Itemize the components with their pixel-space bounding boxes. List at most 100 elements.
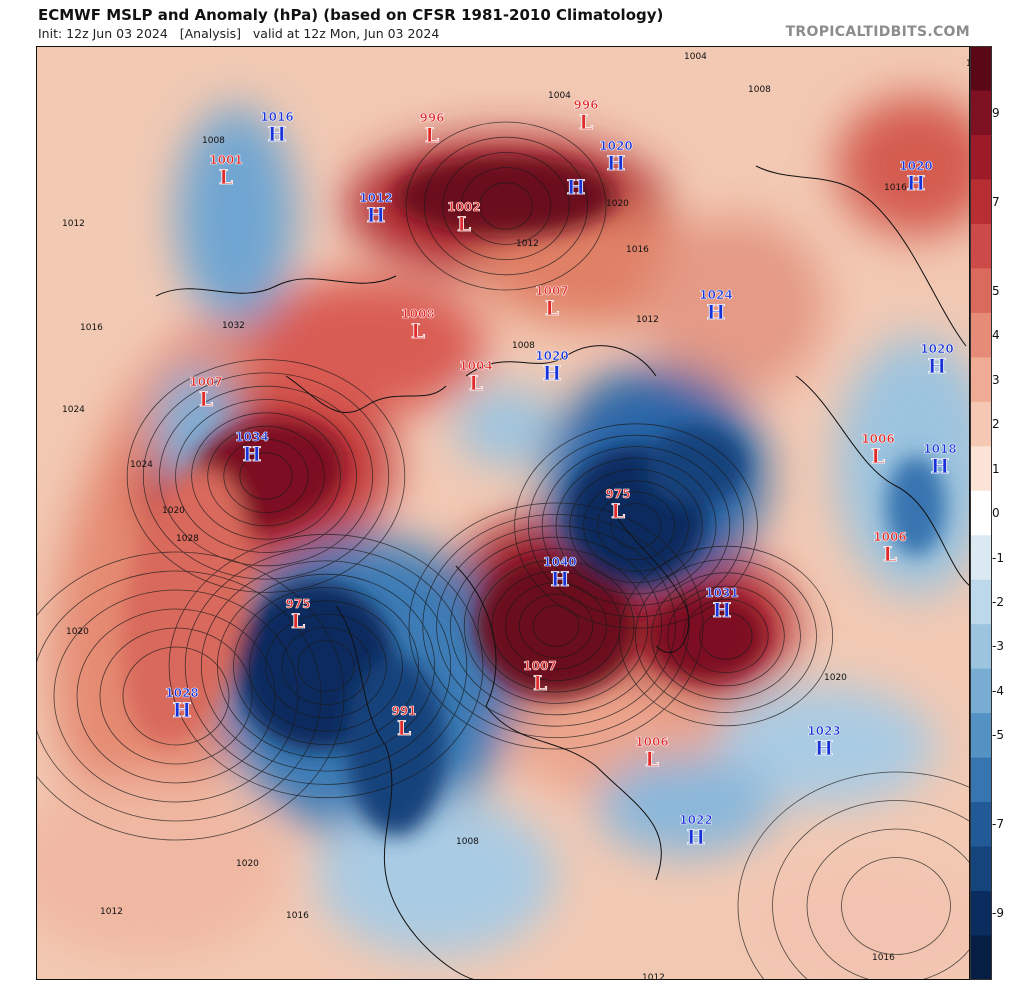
anomaly-region <box>596 756 776 856</box>
colorbar-swatch <box>970 891 992 937</box>
anomaly-region <box>836 96 970 236</box>
isobar-label: 1012 <box>516 239 539 249</box>
anomaly-region <box>646 591 766 681</box>
coastline <box>755 165 967 347</box>
low-marker: L <box>883 542 897 566</box>
pressure-value: 1022 <box>679 813 712 827</box>
pressure-value: 1001 <box>209 153 242 167</box>
isobar-label: 1012 <box>966 59 970 69</box>
isobar <box>36 570 322 822</box>
colorbar-swatch <box>970 846 992 892</box>
isobar <box>479 182 533 230</box>
colorbar-swatch <box>970 46 992 92</box>
isobar <box>635 559 817 713</box>
low-marker: L <box>219 165 233 189</box>
colorbar-tick-label: -3 <box>992 639 1004 654</box>
isobar <box>126 359 406 593</box>
colorbar <box>970 46 992 980</box>
colorbar-swatch <box>970 179 992 225</box>
isobar <box>460 167 552 245</box>
anomaly-region <box>176 106 296 326</box>
high-marker: H <box>268 122 287 146</box>
colorbar-tick-label: 1 <box>992 461 1000 476</box>
colorbar-swatch <box>970 713 992 759</box>
isobar-label: 1028 <box>176 534 199 544</box>
isobar-label: 1020 <box>66 627 89 637</box>
isobar <box>159 385 373 567</box>
isobar <box>583 480 689 572</box>
pressure-value: 1020 <box>535 349 568 363</box>
isobar <box>699 612 753 660</box>
coastline <box>455 565 662 881</box>
isobar <box>569 468 703 583</box>
anomaly-region <box>746 866 970 980</box>
anomaly-region <box>716 686 936 806</box>
site-credit: TROPICALTIDBITS.COM <box>785 24 970 40</box>
isobar <box>200 560 452 772</box>
low-marker: L <box>533 671 547 695</box>
isobar-label: 1012 <box>642 973 665 980</box>
isobar-label: 1008 <box>456 837 479 847</box>
low-marker: L <box>425 123 439 147</box>
isobar-label: 1012 <box>636 315 659 325</box>
isobar <box>142 372 390 580</box>
isobar <box>463 548 649 704</box>
isobar <box>223 438 309 513</box>
colorbar-swatch <box>970 357 992 403</box>
colorbar-tick-label: -7 <box>992 817 1004 832</box>
isobar <box>555 457 717 595</box>
pressure-value: 1007 <box>523 659 556 673</box>
anomaly-region <box>646 216 826 396</box>
isobar <box>122 646 230 746</box>
low-marker: L <box>199 387 213 411</box>
pressure-value: 996 <box>573 98 598 112</box>
pressure-value: 975 <box>605 487 630 501</box>
colorbar-swatch <box>970 446 992 492</box>
anomaly-region <box>396 156 616 236</box>
coastline <box>615 515 690 653</box>
pressure-value: 1006 <box>873 530 906 544</box>
isobar <box>772 800 970 980</box>
anomaly-region <box>646 426 746 506</box>
isobar <box>249 600 403 732</box>
isobar <box>527 434 744 618</box>
isobar <box>841 857 951 955</box>
isobar-label: 1020 <box>824 673 847 683</box>
isobar-label: 1012 <box>100 907 123 917</box>
high-marker: H <box>713 598 732 622</box>
isobar <box>683 599 769 674</box>
isobar <box>477 559 635 693</box>
isobar-label: 1024 <box>62 405 85 415</box>
pressure-value: 1031 <box>705 586 738 600</box>
colorbar-tick-label: 9 <box>992 105 1000 120</box>
isobar <box>423 136 588 276</box>
pressure-value: 1004 <box>459 359 492 373</box>
isobar-label: 1024 <box>130 460 153 470</box>
isobar <box>532 605 580 647</box>
isobar-label: 1008 <box>748 85 771 95</box>
high-marker: H <box>815 736 834 760</box>
isobar <box>216 573 435 759</box>
isobar <box>191 412 341 540</box>
colorbar-swatch <box>970 624 992 670</box>
colorbar-tick-label: -9 <box>992 906 1004 921</box>
isobar <box>541 446 731 606</box>
isobar-label: 1020 <box>606 199 629 209</box>
pressure-value: 1002 <box>447 200 480 214</box>
